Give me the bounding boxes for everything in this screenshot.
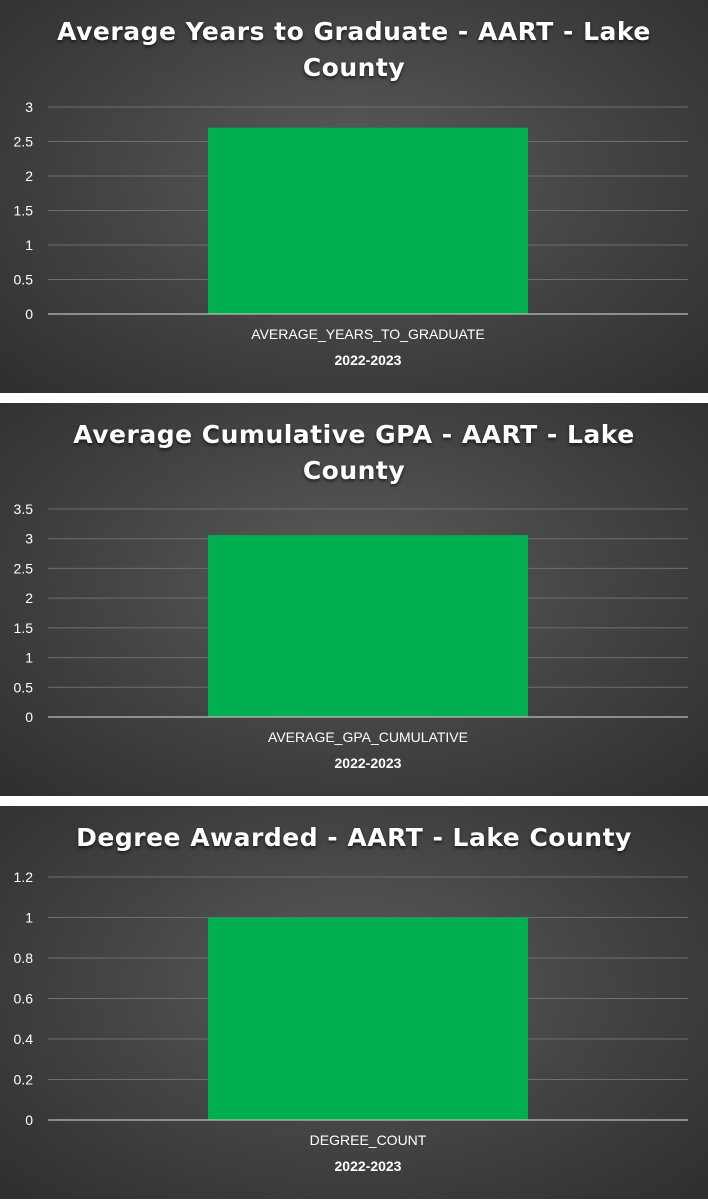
x-group-label: 2022-2023 (335, 755, 402, 771)
chart-plot: 0 0.5 1 1.5 2 2.5 3 AVERAGE_YEARS_TO_GRADUATE 20… (14, 99, 688, 368)
y-tick-label: 0.5 (14, 679, 34, 695)
chart-panel-degree-awarded: Degree Awarded - AART - Lake County 0 0.2… (0, 806, 708, 1199)
bar (208, 127, 528, 314)
x-category-label: DEGREE_COUNT (310, 1132, 427, 1148)
x-group-label: 2022-2023 (335, 352, 402, 368)
y-tick-label: 0.5 (14, 272, 34, 288)
y-tick-label: 1 (25, 910, 33, 926)
chart-panel-cumulative-gpa: Average Cumulative GPA - AART - Lake Cou… (0, 403, 708, 796)
y-tick-label: 0 (25, 709, 33, 725)
y-tick-label: 1.5 (14, 203, 34, 219)
y-tick-label: 2.5 (14, 134, 34, 150)
y-tick-label: 2.5 (14, 560, 34, 576)
chart-plot: 0 0.5 1 1.5 2 2.5 3 3.5 AVERAGE_GPA_CUMULATIVE 20… (14, 501, 688, 771)
x-category-label: AVERAGE_GPA_CUMULATIVE (268, 729, 468, 745)
y-tick-label: 0 (25, 1112, 33, 1128)
y-tick-label: 0 (25, 306, 33, 322)
y-tick-label: 1 (25, 237, 33, 253)
y-tick-label: 2 (25, 590, 33, 606)
y-tick-label: 1.5 (14, 620, 34, 636)
x-category-label: AVERAGE_YEARS_TO_GRADUATE (251, 326, 484, 342)
chart-title: Average Cumulative GPA - AART - Lake Cou… (73, 420, 635, 485)
y-tick-label: 1 (25, 650, 33, 666)
bar (208, 917, 528, 1120)
y-tick-label: 0.8 (14, 950, 34, 966)
chart-title: Degree Awarded - AART - Lake County (76, 823, 632, 852)
y-tick-label: 0.2 (14, 1072, 34, 1088)
x-group-label: 2022-2023 (335, 1158, 402, 1174)
y-tick-label: 3.5 (14, 501, 34, 517)
y-tick-label: 3 (25, 99, 33, 115)
chart-panel-years-to-graduate: Average Years to Graduate - AART - Lake … (0, 0, 708, 393)
y-tick-label: 0.4 (14, 1031, 34, 1047)
chart-plot: 0 0.2 0.4 0.6 0.8 1 1.2 DEGREE_COUNT 2022-2023 (14, 869, 688, 1174)
y-tick-label: 1.2 (14, 869, 34, 885)
bar (208, 535, 528, 717)
chart-title: Average Years to Graduate - AART - Lake … (57, 17, 651, 82)
y-tick-label: 2 (25, 168, 33, 184)
y-tick-label: 3 (25, 531, 33, 547)
y-tick-label: 0.6 (14, 991, 34, 1007)
